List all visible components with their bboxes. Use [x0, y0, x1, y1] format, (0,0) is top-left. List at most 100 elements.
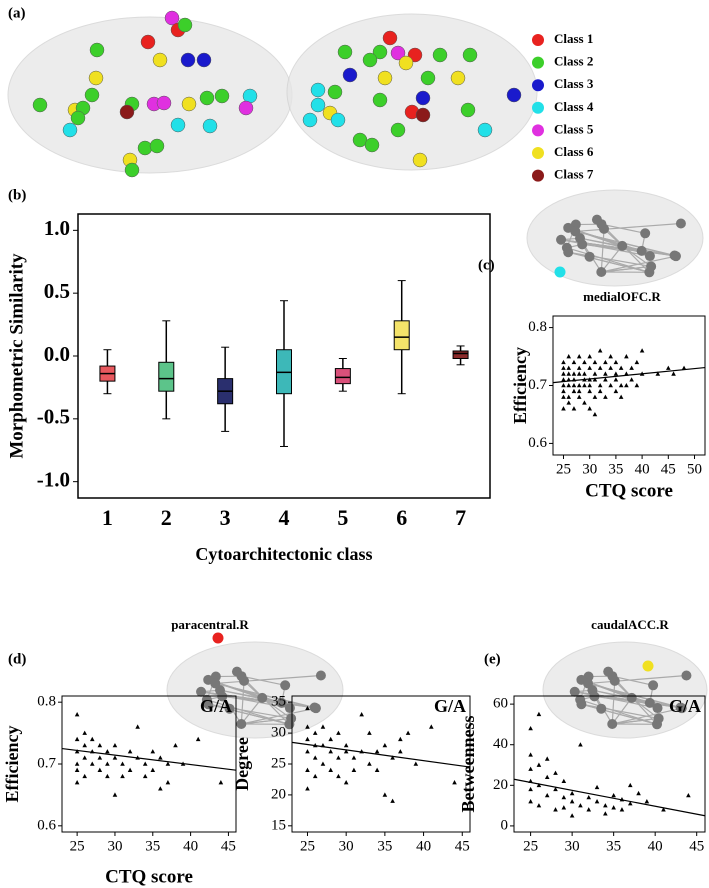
point: [127, 749, 133, 754]
brain-node: [596, 703, 607, 714]
brain-node: [462, 47, 478, 63]
point: [603, 359, 608, 365]
y-axis-label: Degree: [232, 737, 252, 791]
point: [629, 365, 634, 370]
box: [393, 320, 410, 351]
y-tick-label: 0: [501, 817, 509, 833]
brain-node: [653, 713, 664, 724]
brain-node: [236, 718, 247, 729]
brain-node: [124, 162, 140, 178]
point: [553, 770, 558, 775]
point: [561, 365, 566, 370]
brain-node: [89, 42, 105, 58]
highlight-node: [554, 266, 566, 278]
brain-node: [648, 680, 659, 691]
point: [624, 354, 629, 359]
point: [578, 803, 583, 808]
x-tick-label: 45: [455, 838, 470, 854]
y-axis-label: Efficiency: [510, 347, 530, 424]
point: [120, 761, 125, 766]
y-tick-label: 0.7: [37, 755, 56, 771]
brain-node: [583, 678, 594, 689]
brain-node: [337, 44, 353, 60]
point: [82, 773, 87, 779]
brain-edge: [208, 703, 290, 725]
point: [618, 383, 624, 388]
x-tick-label: 40: [635, 461, 650, 477]
brain-edge: [612, 717, 659, 725]
point: [142, 761, 148, 766]
point: [644, 799, 650, 804]
brain-node: [177, 17, 193, 33]
point: [413, 761, 419, 766]
point: [566, 365, 572, 370]
point: [320, 724, 326, 729]
brain-edge: [560, 239, 651, 257]
brain-edge: [240, 680, 245, 725]
x-tick-label: 30: [107, 838, 122, 854]
legend-marker: [532, 147, 544, 159]
y-tick-label: 0.8: [37, 694, 56, 710]
legend-label: Class 6: [554, 144, 594, 159]
brain-node: [675, 218, 686, 229]
annotation: G/A: [200, 696, 232, 716]
brain-node: [84, 87, 100, 103]
point: [618, 365, 624, 370]
point: [578, 742, 583, 747]
brain-node: [310, 703, 321, 714]
point: [328, 767, 333, 772]
point: [142, 773, 148, 779]
brain-node: [390, 45, 406, 61]
point: [592, 377, 598, 382]
point: [536, 803, 542, 808]
x-tick-label: 40: [416, 838, 431, 854]
brain-node: [362, 52, 378, 68]
brain-node: [652, 703, 663, 714]
point: [336, 773, 341, 779]
point: [582, 400, 587, 405]
brain-node: [199, 90, 215, 106]
brain-edge: [612, 675, 654, 686]
y-tick-label: 0.7: [528, 377, 547, 393]
point: [611, 805, 616, 810]
point: [597, 365, 603, 370]
point: [74, 736, 80, 742]
y-tick-label: 20: [493, 777, 508, 793]
brain-edge: [581, 703, 659, 720]
point: [343, 749, 349, 754]
point: [405, 730, 411, 735]
point: [173, 742, 178, 748]
point: [576, 354, 582, 359]
point: [105, 773, 110, 779]
point: [592, 411, 598, 417]
point: [561, 394, 566, 399]
point: [666, 365, 671, 370]
x-tick-label: 25: [523, 838, 538, 854]
brain-node: [603, 666, 614, 677]
brain-node: [286, 713, 297, 724]
point: [127, 767, 133, 772]
point: [150, 749, 156, 754]
region-label: medialOFC.R: [583, 289, 661, 304]
point: [89, 761, 95, 766]
point: [571, 371, 577, 376]
point: [97, 767, 103, 772]
brain-node: [310, 82, 326, 98]
x-tick-label: 45: [661, 461, 676, 477]
point: [561, 377, 566, 382]
annotation: G/A: [669, 696, 701, 716]
point: [544, 774, 550, 779]
point: [603, 811, 608, 816]
point: [582, 359, 587, 365]
panel-label: (b): [8, 187, 26, 203]
brain-node: [330, 112, 346, 128]
point: [618, 394, 624, 399]
point: [671, 371, 676, 376]
point: [528, 766, 533, 771]
x-tick-label: 5: [337, 505, 348, 530]
fit-line: [61, 747, 237, 771]
x-axis-label: CTQ score: [105, 866, 193, 887]
point: [359, 712, 364, 717]
brain-node: [152, 52, 168, 68]
point: [561, 778, 567, 784]
